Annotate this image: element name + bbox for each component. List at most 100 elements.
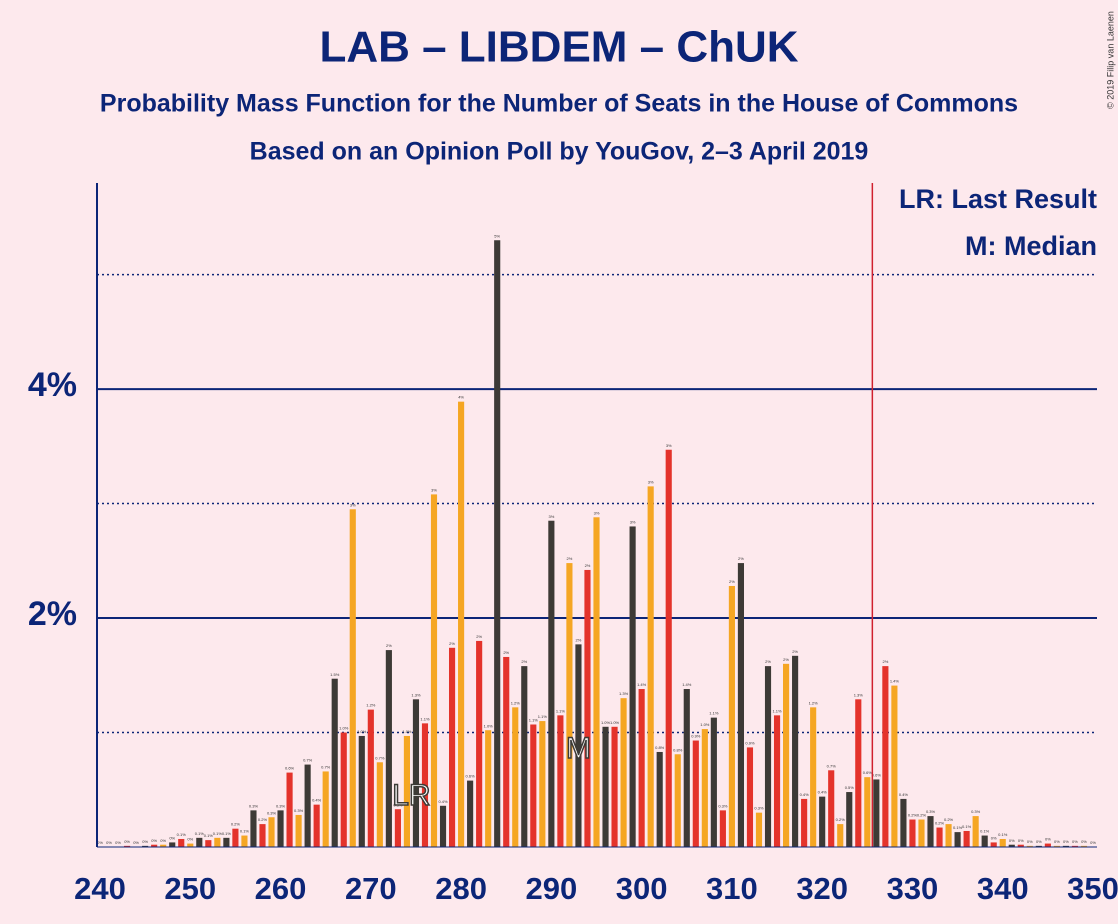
value-label: 0% (115, 840, 121, 845)
bar (250, 810, 257, 847)
bar (503, 656, 510, 847)
value-label: 1.0% (484, 723, 494, 728)
bar (313, 804, 320, 847)
bar (746, 747, 754, 847)
value-label: 0.2% (836, 817, 846, 822)
bar (945, 824, 952, 847)
bar (692, 740, 699, 847)
bar (412, 699, 420, 847)
x-tick-label: 250 (164, 871, 216, 906)
bar (773, 715, 781, 847)
value-label: 1.4% (682, 682, 692, 687)
bar (1044, 843, 1051, 847)
value-label: 0% (1054, 839, 1060, 844)
value-label: 0.2% (935, 821, 945, 826)
bar (142, 845, 149, 847)
bar (331, 678, 338, 847)
value-label: 1.2% (511, 700, 521, 705)
value-label: 0.7% (321, 765, 331, 770)
value-label: 0% (1036, 839, 1042, 844)
bar (972, 816, 979, 847)
value-label: 0% (1045, 837, 1051, 842)
bar (403, 735, 410, 847)
value-label: 0.9% (745, 740, 755, 745)
chart-subtitle: Probability Mass Function for the Number… (100, 90, 1018, 118)
bar (620, 698, 627, 847)
value-label: 0% (1063, 839, 1069, 844)
y-tick-label: 2% (28, 595, 77, 633)
bar (1008, 844, 1015, 847)
value-label: 0.2% (231, 822, 241, 827)
bar (593, 517, 600, 847)
value-label: 1.4% (890, 679, 900, 684)
bar (873, 779, 880, 847)
bar (801, 798, 808, 847)
value-label: 0.9% (691, 734, 701, 739)
bar (448, 647, 456, 847)
bar (575, 644, 582, 847)
value-label: 0% (1009, 838, 1015, 843)
value-label: 0.2% (944, 817, 954, 822)
bar (512, 707, 519, 847)
value-label: 1.0% (601, 720, 611, 725)
value-label: 1.1% (529, 718, 539, 723)
bar (792, 655, 799, 847)
value-label: 1.0% (610, 720, 620, 725)
bar (656, 751, 663, 847)
bar (1053, 845, 1060, 847)
bar (530, 724, 537, 847)
value-label: 0% (106, 840, 112, 845)
x-tick-label: 240 (74, 871, 126, 906)
x-tick-label: 330 (887, 871, 939, 906)
value-label: 0% (991, 835, 997, 840)
bar (467, 780, 474, 847)
value-label: 0.3% (971, 809, 981, 814)
value-label: 0.2% (917, 813, 927, 818)
value-label: 0.1% (962, 824, 972, 829)
value-label: 1.1% (772, 708, 782, 713)
bar (340, 732, 347, 847)
x-tick-label: 290 (525, 871, 577, 906)
value-label: 3% (548, 514, 554, 519)
bar (584, 569, 591, 847)
value-label: 2% (567, 556, 573, 561)
value-label: 0% (1072, 839, 1078, 844)
value-label: 1.1% (538, 714, 548, 719)
bar (494, 240, 501, 847)
bar (178, 838, 185, 847)
value-label: 3% (666, 443, 672, 448)
value-label: 3% (431, 487, 437, 492)
value-label: 0.1% (204, 833, 214, 838)
value-label: 0.4% (899, 792, 909, 797)
bar (638, 689, 645, 847)
value-label: 0.7% (827, 763, 837, 768)
value-label: 0% (187, 837, 193, 842)
bar (349, 509, 356, 847)
value-label: 1.1% (556, 708, 566, 713)
bar (439, 805, 447, 847)
legend-entry: LR: Last Result (899, 184, 1097, 214)
bar (124, 845, 131, 847)
legend-entry: M: Median (965, 231, 1097, 261)
bar (476, 640, 483, 847)
bar (918, 819, 925, 847)
value-label: 1.3% (854, 692, 864, 697)
value-label: 5% (494, 233, 500, 238)
x-tick-label: 340 (977, 871, 1029, 906)
x-tick-label: 320 (796, 871, 848, 906)
bar (891, 685, 898, 847)
value-label: 0.6% (285, 766, 295, 771)
bar (1017, 844, 1024, 847)
bar (999, 838, 1006, 847)
value-label: 0.2% (908, 813, 918, 818)
value-label: 0.7% (375, 755, 385, 760)
value-label: 1.4% (637, 682, 647, 687)
bar (1071, 845, 1079, 847)
bar (1080, 845, 1088, 847)
bar (611, 726, 618, 847)
value-label: 1.2% (366, 703, 376, 708)
copyright: © 2019 Filip van Laenen (1105, 11, 1115, 109)
value-label: 2% (882, 659, 888, 664)
bar (458, 401, 465, 847)
